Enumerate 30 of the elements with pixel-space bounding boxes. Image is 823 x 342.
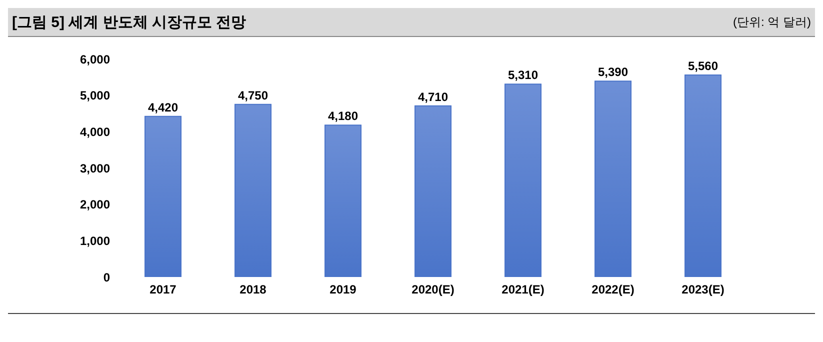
data-label: 4,750 bbox=[238, 88, 268, 102]
bar bbox=[684, 74, 722, 277]
x-tick-label: 2017 bbox=[150, 282, 177, 297]
data-label: 4,180 bbox=[328, 109, 358, 124]
y-tick-label: 0 bbox=[103, 270, 110, 284]
y-tick-label: 2,000 bbox=[80, 198, 110, 212]
y-tick-label: 4,000 bbox=[80, 124, 110, 139]
y-tick-label: 3,000 bbox=[80, 161, 110, 176]
bar bbox=[324, 124, 362, 277]
x-tick-label: 2023(E) bbox=[682, 282, 724, 297]
y-tick-label: 6,000 bbox=[80, 52, 110, 66]
x-tick-label: 2020(E) bbox=[412, 282, 454, 297]
bar bbox=[504, 84, 542, 277]
data-label: 5,560 bbox=[688, 58, 718, 73]
bar bbox=[414, 105, 452, 277]
y-tick-label: 5,000 bbox=[80, 88, 110, 103]
x-tick-label: 2019 bbox=[330, 282, 357, 297]
data-label: 5,390 bbox=[598, 65, 628, 80]
data-label: 5,310 bbox=[508, 68, 538, 82]
x-tick-label: 2022(E) bbox=[592, 282, 634, 297]
y-tick-label: 1,000 bbox=[80, 234, 110, 248]
chart-title: [그림 5] 세계 반도체 시장규모 전망 bbox=[12, 12, 246, 32]
data-label: 4,710 bbox=[418, 90, 448, 104]
x-tick-label: 2018 bbox=[240, 282, 267, 297]
bar bbox=[144, 116, 182, 277]
x-tick-label: 2021(E) bbox=[502, 282, 544, 297]
bar bbox=[594, 80, 632, 277]
text: (단위: 억 달러) bbox=[733, 14, 811, 30]
data-label: 4,420 bbox=[148, 100, 178, 114]
bar bbox=[234, 104, 272, 277]
